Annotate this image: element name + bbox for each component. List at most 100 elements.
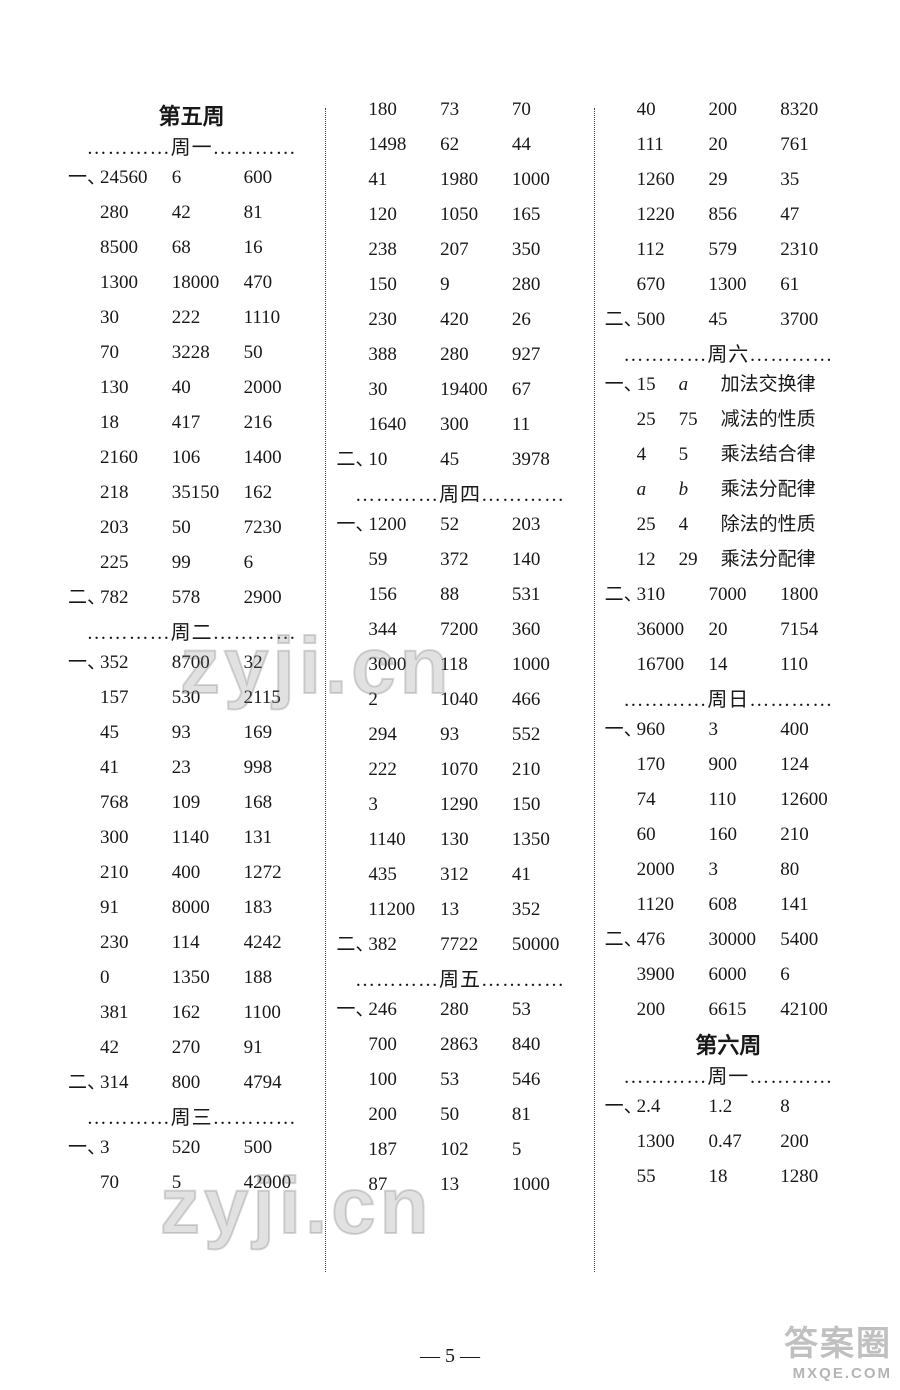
- cell: 200: [637, 1000, 709, 1019]
- data-row: 一、24628053: [336, 1000, 583, 1023]
- row-cells: 2.41.28: [637, 1097, 852, 1116]
- cell: 200: [368, 1105, 440, 1124]
- row-bullet: 二、: [336, 935, 368, 954]
- data-row: 254除法的性质: [605, 515, 852, 538]
- cell: 20: [708, 135, 780, 154]
- cell: 170: [637, 755, 709, 774]
- cell: 26: [512, 310, 584, 329]
- row-cells: 4593169: [100, 723, 315, 742]
- cell: 8: [780, 1097, 852, 1116]
- rule-text: 除法的性质: [721, 515, 852, 534]
- cell: 381: [100, 1003, 172, 1022]
- cell: 216: [244, 413, 316, 432]
- data-row: 70542000: [68, 1173, 315, 1196]
- cell: 1980: [440, 170, 512, 189]
- cell: 2000: [637, 860, 709, 879]
- cell: 856: [708, 205, 780, 224]
- cell: 118: [440, 655, 512, 674]
- cell: 1200: [368, 515, 440, 534]
- data-row: 二、500453700: [605, 310, 852, 333]
- cell: 420: [440, 310, 512, 329]
- row-cells: 1575302115: [100, 688, 315, 707]
- row-cells: 2804281: [100, 203, 315, 222]
- day-header: …………周一…………: [605, 1067, 852, 1087]
- cell: 59: [368, 550, 440, 569]
- cell: 7000: [708, 585, 780, 604]
- row-cells: 238207350: [368, 240, 583, 259]
- cell: 225: [100, 553, 172, 572]
- data-row: 14986244: [336, 135, 583, 158]
- cell: 14: [708, 655, 780, 674]
- data-row: 4227091: [68, 1038, 315, 1061]
- cell: a: [679, 375, 711, 394]
- row-cells: 15a加法交换律: [637, 375, 852, 394]
- cell: 670: [637, 275, 709, 294]
- data-row: 388280927: [336, 345, 583, 368]
- data-row: 59372140: [336, 550, 583, 573]
- cell: 23: [172, 758, 244, 777]
- cell: 312: [440, 865, 512, 884]
- row-cells: 31290150: [368, 795, 583, 814]
- cell: 1140: [172, 828, 244, 847]
- column-middle: 1807370149862444119801000120105016523820…: [328, 100, 591, 1280]
- cell: 8320: [780, 100, 852, 119]
- day-header: …………周四…………: [336, 485, 583, 505]
- cell: 30: [100, 308, 172, 327]
- row-cells: 388280927: [368, 345, 583, 364]
- cell: 45: [440, 450, 512, 469]
- data-row: 302221110: [68, 308, 315, 331]
- data-row: 85006816: [68, 238, 315, 261]
- row-cells: 15688531: [368, 585, 583, 604]
- cell: 67: [512, 380, 584, 399]
- cell: 19400: [440, 380, 512, 399]
- row-cells: 87131000: [368, 1175, 583, 1194]
- data-row: 二、382772250000: [336, 935, 583, 958]
- cell: 30: [368, 380, 440, 399]
- cell: 6615: [708, 1000, 780, 1019]
- cell: 417: [172, 413, 244, 432]
- cell: 840: [512, 1035, 584, 1054]
- cell: 2000: [244, 378, 316, 397]
- cell: 36000: [637, 620, 709, 639]
- data-row: 15688531: [336, 585, 583, 608]
- data-row: 2104001272: [68, 863, 315, 886]
- cell: 1280: [780, 1167, 852, 1186]
- cell: 207: [440, 240, 512, 259]
- cell: 372: [440, 550, 512, 569]
- cell: 99: [172, 553, 244, 572]
- data-row: 18417216: [68, 413, 315, 436]
- cell: 9: [440, 275, 512, 294]
- cell: 5: [679, 445, 711, 464]
- cell: 1400: [244, 448, 316, 467]
- cell: 29: [708, 170, 780, 189]
- cell: 81: [244, 203, 316, 222]
- cell: 360: [512, 620, 584, 639]
- cell: 42: [100, 1038, 172, 1057]
- data-row: 一、352870032: [68, 653, 315, 676]
- cell: 1498: [368, 135, 440, 154]
- cell: 579: [708, 240, 780, 259]
- data-row: 一、3520500: [68, 1138, 315, 1161]
- cell: 1800: [780, 585, 852, 604]
- data-row: 1229乘法分配律: [605, 550, 852, 573]
- row-cells: 01350188: [100, 968, 315, 987]
- cell: 7722: [440, 935, 512, 954]
- row-cells: 1807370: [368, 100, 583, 119]
- cell: 24560: [100, 168, 172, 187]
- cell: 150: [368, 275, 440, 294]
- data-row: 二、7825782900: [68, 588, 315, 611]
- data-row: 43531241: [336, 865, 583, 888]
- data-row: 2005081: [336, 1105, 583, 1128]
- data-row: 29493552: [336, 725, 583, 748]
- cell: 124: [780, 755, 852, 774]
- cell: 5: [512, 1140, 584, 1159]
- data-row: 70322850: [68, 343, 315, 366]
- row-cells: 24628053: [368, 1000, 583, 1019]
- cell: 352: [100, 653, 172, 672]
- cell: 400: [172, 863, 244, 882]
- cell: 1350: [512, 830, 584, 849]
- cell: 2900: [244, 588, 316, 607]
- cell: 400: [780, 720, 852, 739]
- cell: 280: [512, 275, 584, 294]
- cell: 1000: [512, 170, 584, 189]
